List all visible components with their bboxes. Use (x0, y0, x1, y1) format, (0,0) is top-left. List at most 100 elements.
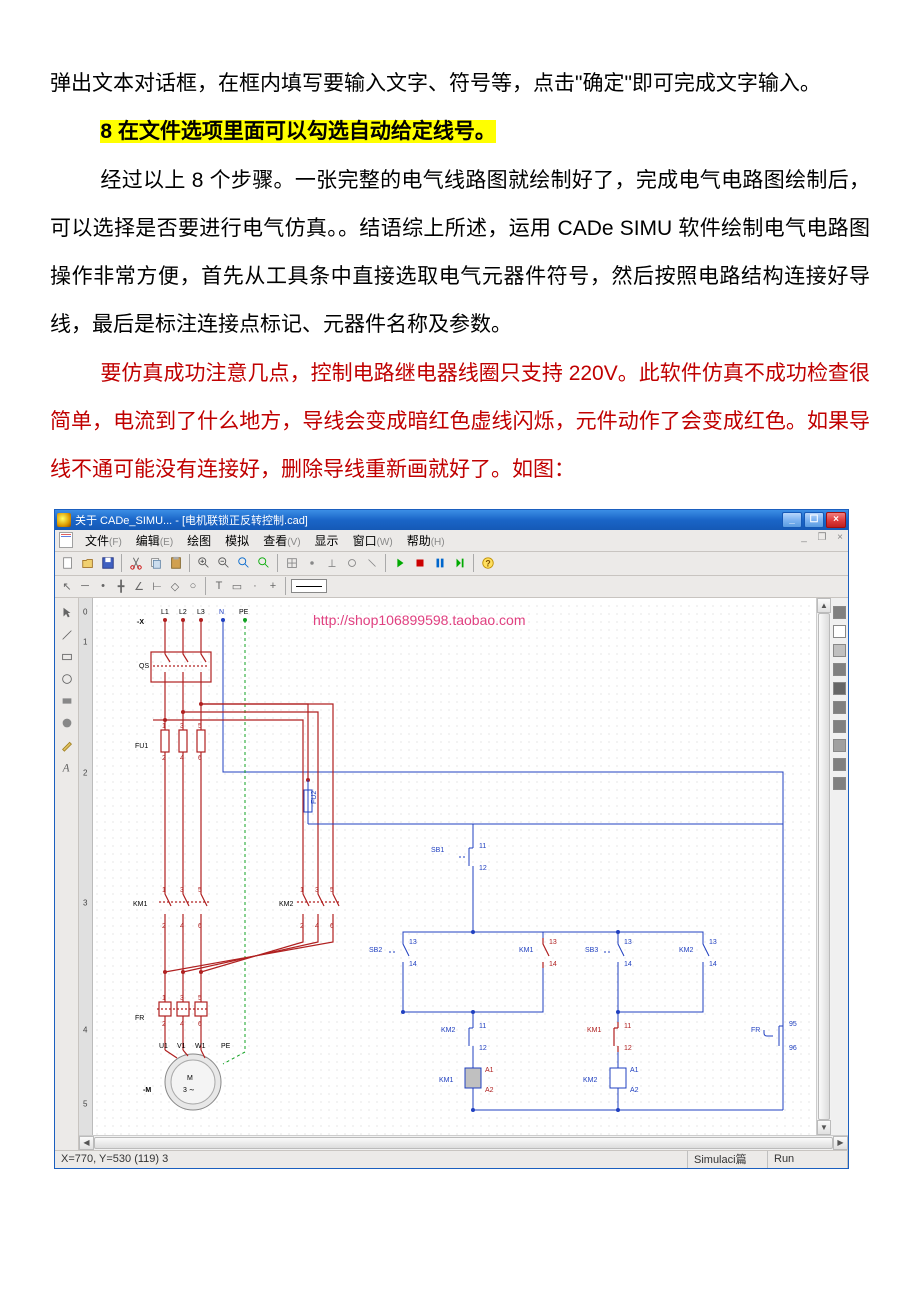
new-icon[interactable] (59, 554, 77, 572)
svg-text:N: N (219, 609, 224, 616)
mdi-minimize[interactable]: _ (798, 532, 810, 543)
svg-text:5: 5 (198, 723, 202, 730)
scroll-down-button[interactable]: ▼ (817, 1120, 831, 1135)
svg-text:3: 3 (180, 723, 184, 730)
snap-icon[interactable] (303, 554, 321, 572)
help-icon[interactable]: ? (479, 554, 497, 572)
svg-text:SB1: SB1 (431, 847, 444, 854)
zoom-fit-icon[interactable] (235, 554, 253, 572)
svg-text:KM2: KM2 (679, 947, 694, 954)
wire-icon[interactable]: ─ (77, 578, 93, 594)
svg-text:1: 1 (162, 723, 166, 730)
svg-text:13: 13 (409, 939, 417, 946)
svg-text:3: 3 (180, 995, 184, 1002)
menu-help[interactable]: 帮助(H) (401, 530, 451, 551)
svg-text:5: 5 (198, 995, 202, 1002)
swatch-8[interactable] (833, 758, 846, 771)
zoom-window-icon[interactable] (255, 554, 273, 572)
window-controls: _ ☐ × (782, 512, 846, 528)
svg-text:-M: -M (143, 1087, 151, 1094)
paste-icon[interactable] (167, 554, 185, 572)
line-style-box[interactable] (291, 579, 327, 593)
shape2-icon[interactable]: ○ (185, 578, 201, 594)
swatch-4[interactable] (833, 682, 846, 695)
circuit-diagram: L1 L2 L3 N PE -X (93, 602, 813, 1132)
text-tool-icon[interactable]: A (58, 758, 76, 776)
horizontal-scrollbar[interactable]: ◀ ▶ (79, 1135, 848, 1150)
svg-text:11: 11 (479, 1023, 486, 1030)
menu-simulate[interactable]: 模拟 (219, 530, 255, 551)
close-button[interactable]: × (826, 512, 846, 528)
cross-icon[interactable]: ╋ (113, 578, 129, 594)
stop-icon[interactable] (411, 554, 429, 572)
swatch-3[interactable] (833, 663, 846, 676)
shape1-icon[interactable]: ◇ (167, 578, 183, 594)
save-icon[interactable] (99, 554, 117, 572)
scroll-left-button[interactable]: ◀ (79, 1136, 94, 1150)
swatch-6[interactable] (833, 720, 846, 733)
drawing-canvas[interactable]: http://shop106899598.taobao.com L1 L2 L3… (93, 602, 816, 1135)
swatch-9[interactable] (833, 777, 846, 790)
menu-draw[interactable]: 绘图 (181, 530, 217, 551)
cut-icon[interactable] (127, 554, 145, 572)
menu-display[interactable]: 显示 (309, 530, 345, 551)
svg-text:A2: A2 (630, 1087, 639, 1094)
tool-a-icon[interactable] (323, 554, 341, 572)
line-tool-icon[interactable] (58, 626, 76, 644)
svg-text:QS: QS (139, 663, 149, 670)
menu-window[interactable]: 窗口(W) (347, 530, 399, 551)
select-tool-icon[interactable] (58, 604, 76, 622)
tool-c-icon[interactable] (363, 554, 381, 572)
zoom-in-icon[interactable] (195, 554, 213, 572)
pointer-icon[interactable]: ↖ (59, 578, 75, 594)
svg-text:12: 12 (479, 865, 487, 872)
swatch-2[interactable] (833, 644, 846, 657)
svg-text:V1: V1 (177, 1043, 186, 1050)
rect-tool-icon[interactable] (58, 648, 76, 666)
tool-b-icon[interactable] (343, 554, 361, 572)
swatch-1[interactable] (833, 625, 846, 638)
mdi-restore[interactable]: ❐ (816, 532, 828, 543)
svg-text:KM2: KM2 (279, 901, 294, 908)
zoom-out-icon[interactable] (215, 554, 233, 572)
menu-view[interactable]: 查看(V) (257, 530, 306, 551)
secondary-toolbar: ↖ ─ • ╋ ∠ ⊢ ◇ ○ T ▭ · + (55, 576, 848, 598)
plus-icon[interactable]: + (265, 578, 281, 594)
copy-icon[interactable] (147, 554, 165, 572)
swatch-7[interactable] (833, 739, 846, 752)
menubar: 文件(F) 编辑(E) 绘图 模拟 查看(V) 显示 窗口(W) 帮助(H) _… (55, 530, 848, 552)
grid-icon[interactable] (283, 554, 301, 572)
menu-edit[interactable]: 编辑(E) (130, 530, 179, 551)
pencil-tool-icon[interactable] (58, 736, 76, 754)
maximize-button[interactable]: ☐ (804, 512, 824, 528)
mdi-close[interactable]: × (834, 532, 846, 543)
angle-icon[interactable]: ∠ (131, 578, 147, 594)
swatch-5[interactable] (833, 701, 846, 714)
node-icon[interactable]: • (95, 578, 111, 594)
svg-text:FR: FR (751, 1027, 760, 1034)
paragraph-4-red: 要仿真成功注意几点，控制电路继电器线圈只支持 220V。此软件仿真不成功检查很简… (50, 350, 870, 495)
fillrect-tool-icon[interactable] (58, 692, 76, 710)
step-icon[interactable] (451, 554, 469, 572)
step-8-text: 在文件选项里面可以勾选自动给定线号。 (118, 120, 496, 143)
dot-icon[interactable]: · (247, 578, 263, 594)
play-icon[interactable] (391, 554, 409, 572)
svg-text:95: 95 (789, 1021, 797, 1028)
fillcircle-tool-icon[interactable] (58, 714, 76, 732)
statusbar: X=770, Y=530 (119) 3 Simulaci篇 Run (55, 1150, 848, 1168)
open-icon[interactable] (79, 554, 97, 572)
svg-text:L1: L1 (161, 609, 169, 616)
scroll-up-button[interactable]: ▲ (817, 598, 831, 613)
splice-icon[interactable]: ⊢ (149, 578, 165, 594)
circle-tool-icon[interactable] (58, 670, 76, 688)
scroll-right-button[interactable]: ▶ (833, 1136, 848, 1150)
minimize-button[interactable]: _ (782, 512, 802, 528)
pause-icon[interactable] (431, 554, 449, 572)
status-mode: Simulaci篇 (688, 1151, 768, 1168)
vertical-scrollbar[interactable]: ▲ ▼ (816, 598, 831, 1135)
svg-text:KM2: KM2 (441, 1027, 456, 1034)
menu-file[interactable]: 文件(F) (79, 530, 128, 551)
text-icon[interactable]: T (211, 578, 227, 594)
rect-icon[interactable]: ▭ (229, 578, 245, 594)
swatch-0[interactable] (833, 606, 846, 619)
